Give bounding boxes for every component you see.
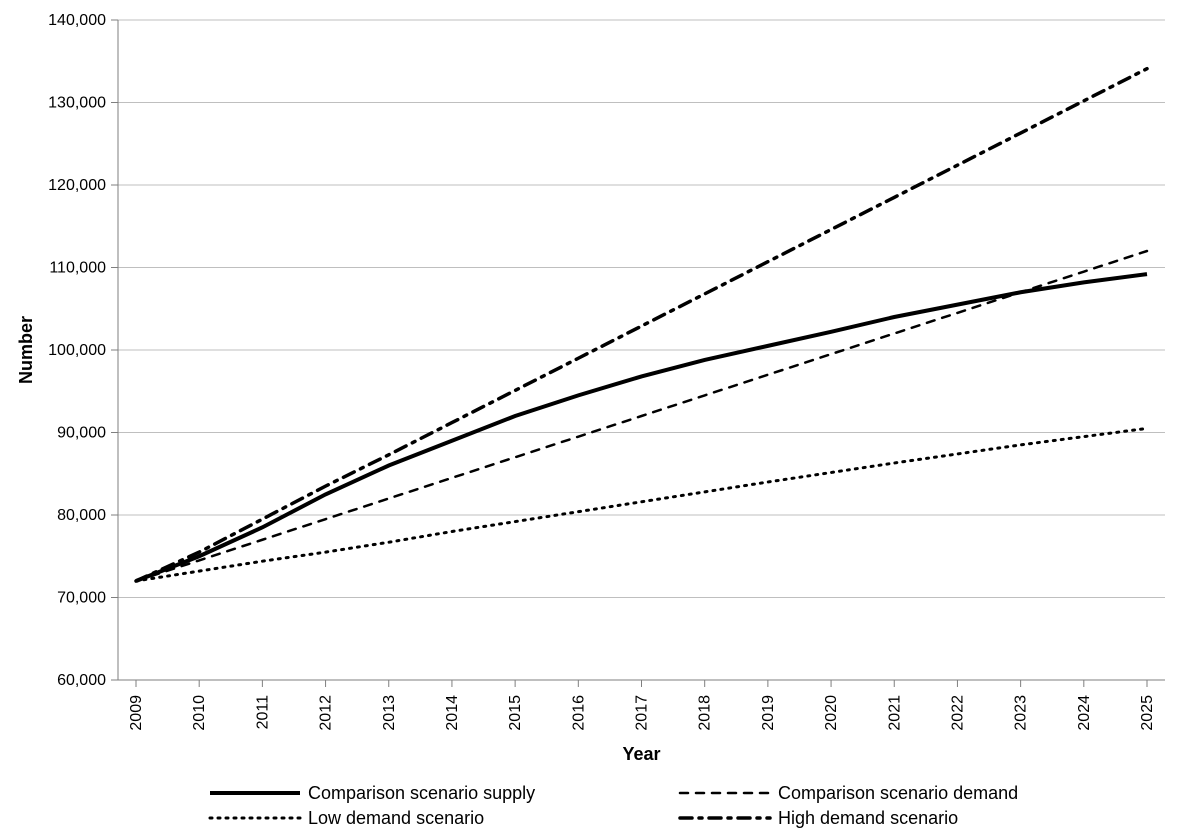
y-tick-label: 110,000 bbox=[49, 260, 106, 277]
y-tick-label: 120,000 bbox=[48, 177, 106, 194]
x-tick-label: 2021 bbox=[886, 695, 903, 731]
x-tick-label: 2013 bbox=[381, 695, 398, 731]
y-tick-label: 70,000 bbox=[57, 590, 106, 607]
x-tick-label: 2019 bbox=[760, 695, 777, 731]
x-tick-label: 2016 bbox=[570, 695, 587, 731]
x-tick-label: 2020 bbox=[823, 695, 840, 731]
x-tick-label: 2017 bbox=[634, 695, 651, 731]
chart-svg: 60,000 70,000 80,000 90,000 100,000 110,000 12… bbox=[0, 0, 1200, 835]
x-tick-label: 2011 bbox=[254, 695, 271, 730]
x-tick-label: 2015 bbox=[507, 695, 524, 731]
x-tick-label: 2024 bbox=[1076, 695, 1093, 731]
y-tick-label: 140,000 bbox=[48, 12, 106, 29]
legend-label: Comparison scenario demand bbox=[778, 783, 1018, 803]
legend-label: Comparison scenario supply bbox=[308, 783, 535, 803]
scenario-line-chart: 60,000 70,000 80,000 90,000 100,000 110,000 12… bbox=[0, 0, 1200, 835]
x-tick-label: 2012 bbox=[318, 695, 335, 731]
x-tick-label: 2009 bbox=[128, 695, 145, 731]
y-tick-label: 100,000 bbox=[48, 342, 106, 359]
x-tick-label: 2022 bbox=[949, 695, 966, 731]
y-tick-label: 90,000 bbox=[57, 425, 106, 442]
legend-label: High demand scenario bbox=[778, 808, 958, 828]
x-tick-label: 2014 bbox=[444, 695, 461, 731]
x-tick-label: 2023 bbox=[1013, 695, 1030, 731]
y-tick-label: 80,000 bbox=[57, 507, 106, 524]
x-tick-label: 2010 bbox=[191, 695, 208, 731]
x-axis-label: Year bbox=[622, 744, 660, 764]
y-axis-label: Number bbox=[16, 316, 36, 384]
y-tick-label: 60,000 bbox=[57, 672, 106, 689]
legend-label: Low demand scenario bbox=[308, 808, 484, 828]
x-tick-label: 2025 bbox=[1139, 695, 1156, 731]
x-tick-label: 2018 bbox=[697, 695, 714, 731]
y-tick-label: 130,000 bbox=[48, 95, 106, 112]
